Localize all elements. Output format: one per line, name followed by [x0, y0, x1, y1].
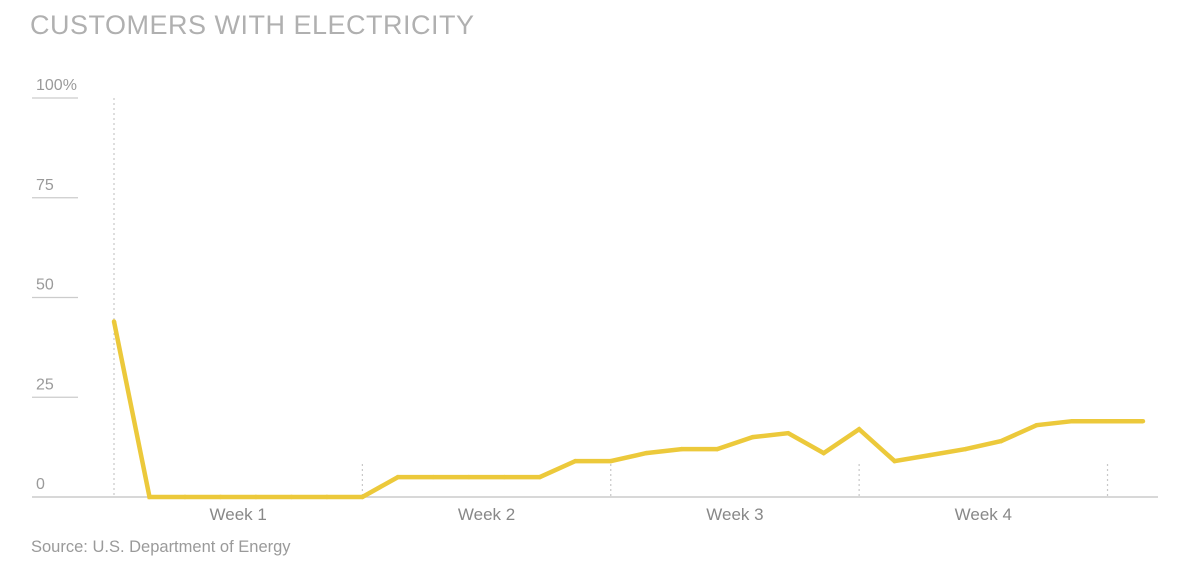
data-point: [715, 446, 720, 452]
data-point: [502, 474, 507, 480]
y-tick-label: 25: [36, 376, 54, 393]
data-point: [395, 474, 401, 480]
data-point: [998, 438, 1004, 444]
data-point: [679, 446, 684, 452]
data-point: [963, 446, 968, 452]
y-axis: 0 25 50 75 100%: [32, 77, 78, 493]
data-point: [431, 474, 436, 480]
series: [111, 319, 1146, 500]
data-point: [892, 458, 897, 464]
x-tick-label: Week 2: [458, 505, 515, 524]
data-point: [1034, 422, 1039, 428]
data-point: [147, 494, 152, 500]
data-point: [466, 474, 472, 480]
data-point: [608, 458, 613, 464]
data-point: [573, 458, 578, 464]
data-point: [785, 430, 791, 436]
data-point: [1140, 418, 1146, 424]
data-point: [1069, 418, 1075, 424]
y-tick-label: 0: [36, 476, 45, 493]
data-point: [537, 474, 542, 480]
x-tick-label: Week 3: [706, 505, 763, 524]
y-tick-label: 50: [36, 277, 54, 294]
x-tick-label: Week 1: [210, 505, 267, 524]
series-line: [111, 320, 1143, 500]
x-tick-label: Week 4: [955, 505, 1012, 524]
y-tick-label: 75: [36, 177, 54, 194]
x-axis-labels: Week 1 Week 2 Week 3 Week 4: [210, 505, 1012, 524]
data-point: [253, 494, 259, 500]
week-dividers: [113, 98, 1109, 497]
data-point: [644, 450, 649, 456]
data-point: [1105, 418, 1110, 424]
data-point: [750, 434, 755, 440]
source-note: Source: U.S. Department of Energy: [31, 538, 291, 556]
data-point: [289, 494, 294, 500]
data-point: [927, 452, 933, 458]
data-point: [324, 494, 330, 500]
data-point: [182, 494, 188, 500]
data-point: [111, 319, 117, 324]
data-point: [821, 450, 826, 456]
chart-title: CUSTOMERS WITH ELECTRICITY: [30, 10, 475, 40]
data-point: [218, 494, 223, 500]
data-point: [360, 494, 365, 500]
y-tick-label: 100%: [36, 77, 77, 94]
data-point: [856, 426, 862, 432]
